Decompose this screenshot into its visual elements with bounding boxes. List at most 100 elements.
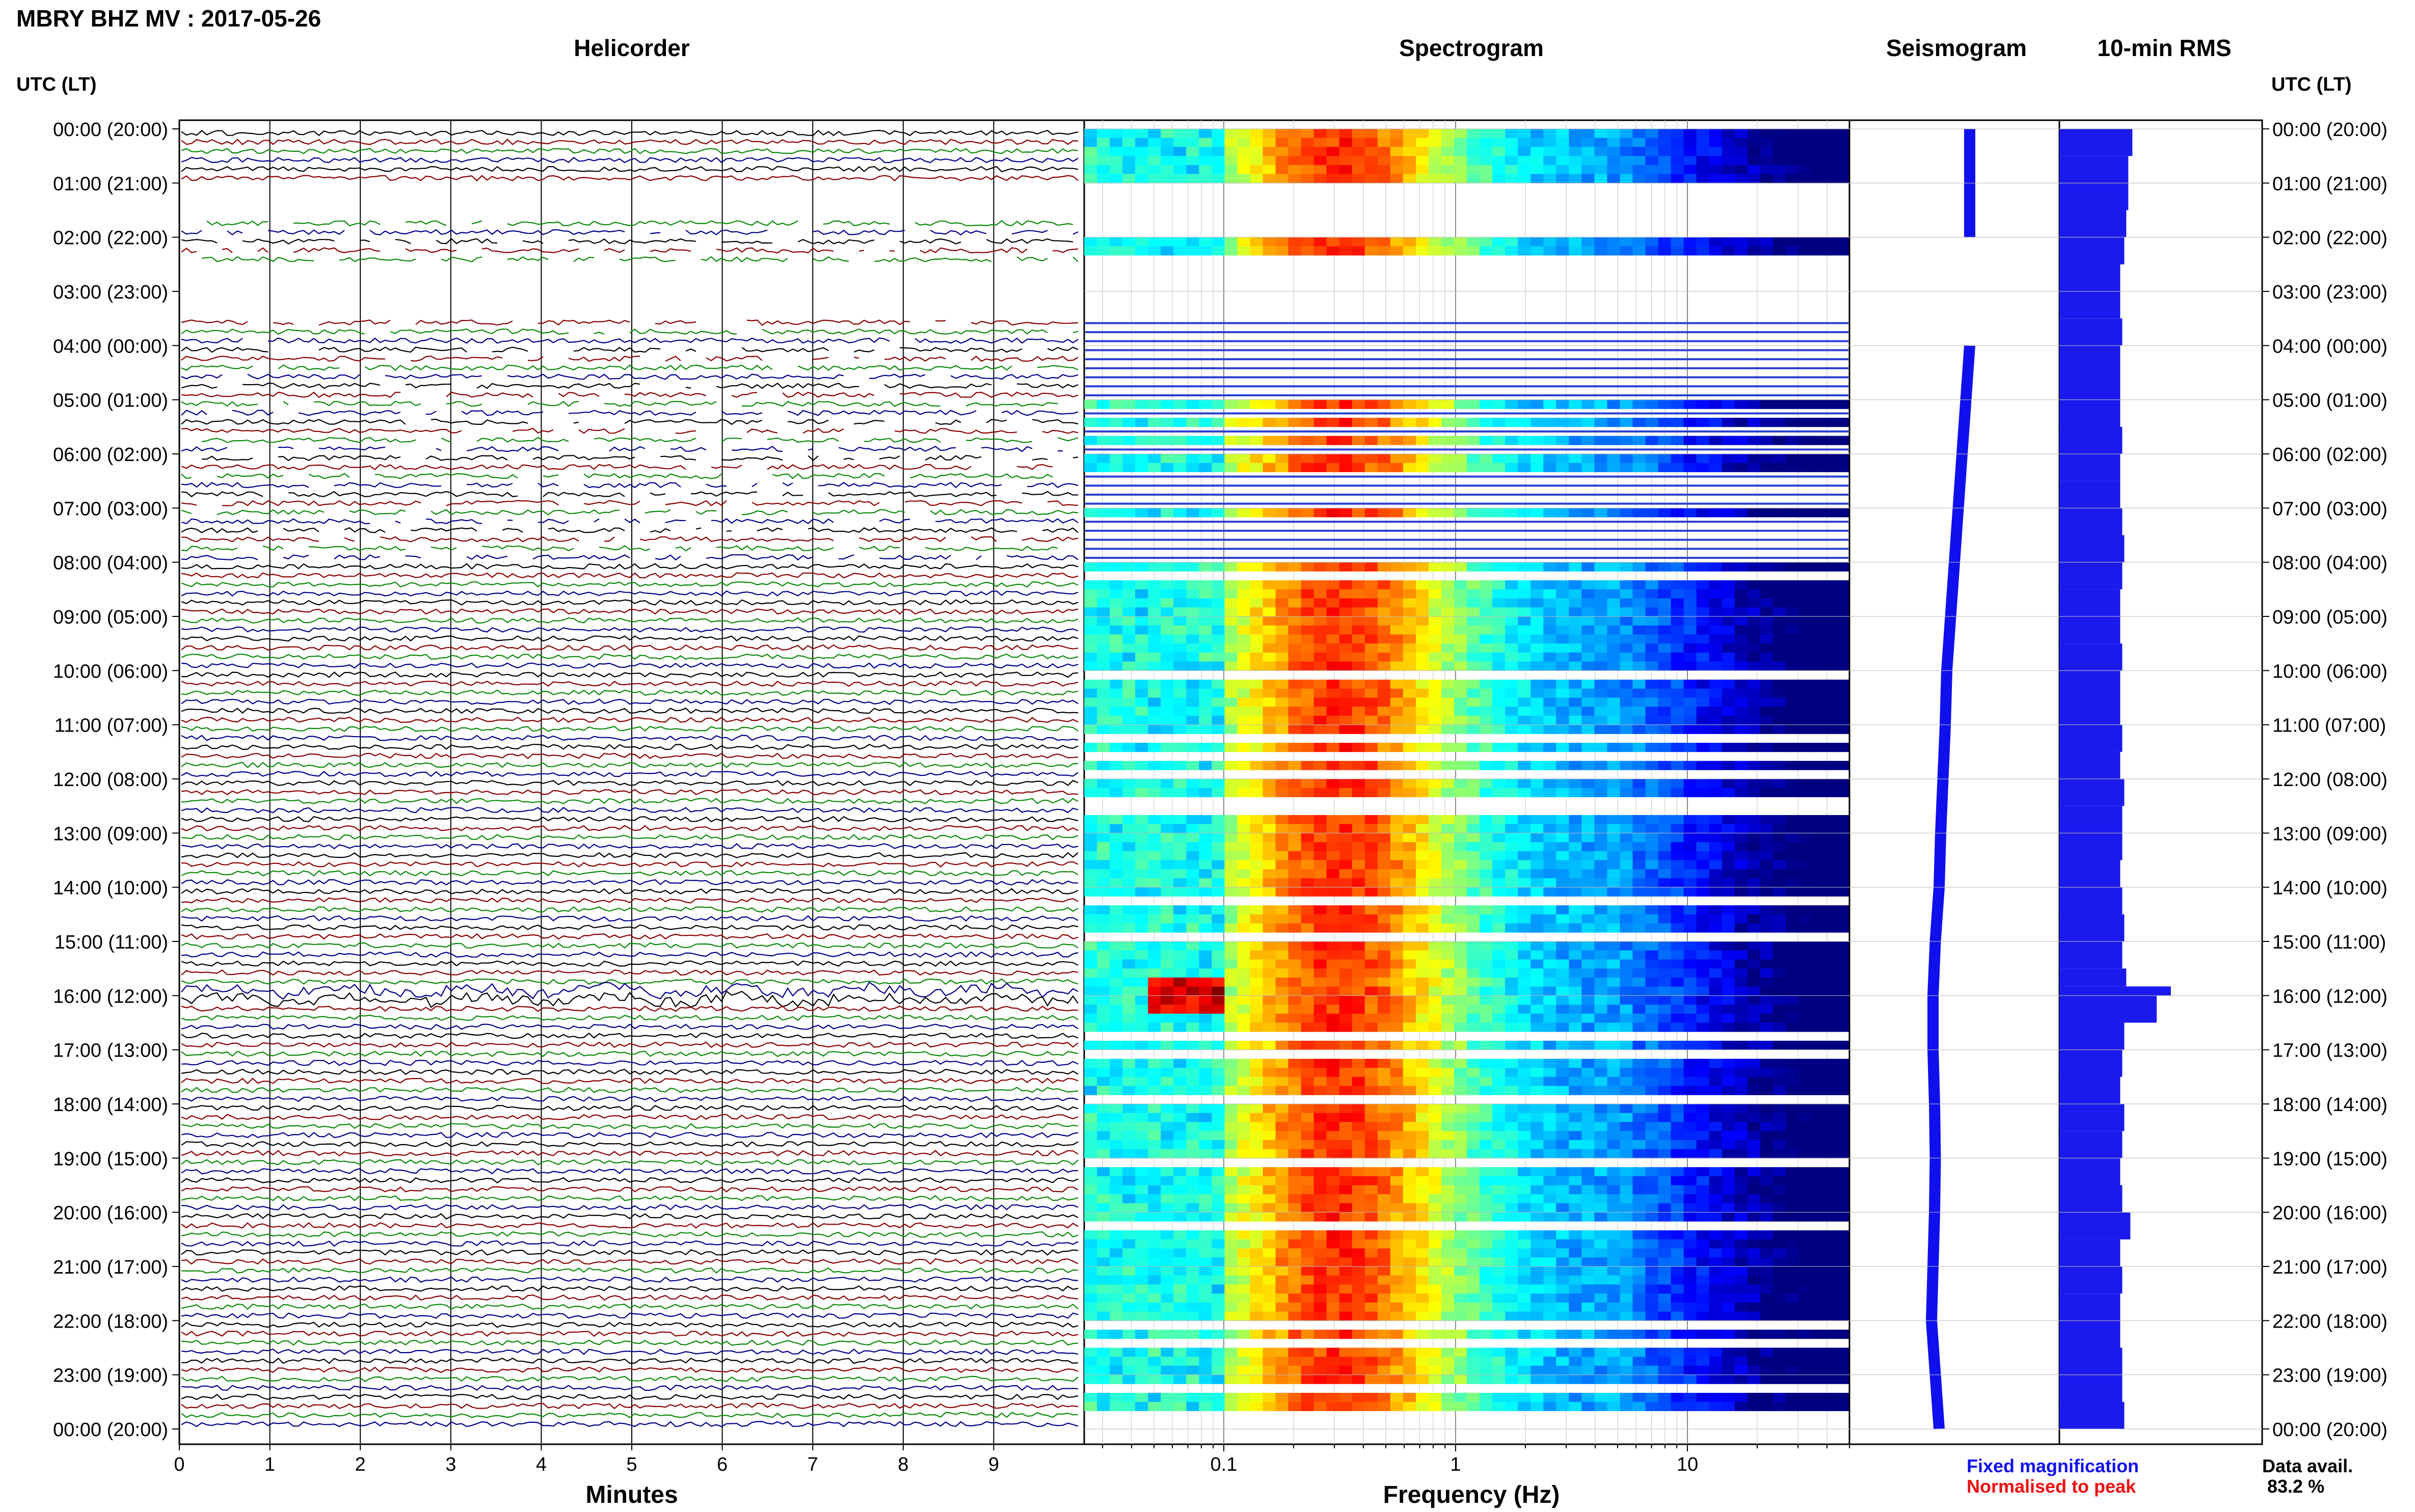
spectrogram-cell xyxy=(1148,924,1161,933)
spectrogram-cell xyxy=(1492,626,1506,635)
spectrogram-cell xyxy=(1097,689,1110,698)
spectrogram-cell xyxy=(1837,1230,1850,1239)
spectrogram-cell xyxy=(1097,1149,1110,1158)
spectrogram-cell xyxy=(1518,905,1531,914)
spectrogram-cell xyxy=(1390,878,1404,887)
spectrogram-cell xyxy=(1314,761,1327,770)
spectrogram-cell xyxy=(1646,1230,1659,1239)
spectrogram-cell xyxy=(1250,1230,1263,1239)
spectrogram-cell xyxy=(1671,1023,1684,1032)
spectrogram-cell xyxy=(1632,914,1646,924)
spectrogram-cell xyxy=(1122,599,1136,608)
spectrogram-cell xyxy=(1454,1014,1467,1023)
spectrogram-cell xyxy=(1161,978,1174,987)
spectrogram-cell xyxy=(1378,788,1391,797)
spectrogram-cell xyxy=(1135,905,1148,914)
spectrogram-cell xyxy=(1786,851,1799,860)
spectrogram-cell xyxy=(1467,400,1480,409)
spectrogram-cell xyxy=(1505,418,1518,427)
spectrogram-cell xyxy=(1097,626,1110,635)
spectrogram-cell xyxy=(1799,761,1812,770)
spectrogram-cell xyxy=(1697,418,1710,427)
spectrogram-cell xyxy=(1556,878,1569,887)
spectrogram-cell xyxy=(1697,680,1710,689)
spectrogram-cell xyxy=(1620,616,1633,626)
spectrogram-cell xyxy=(1301,833,1314,842)
spectrogram-cell xyxy=(1122,1239,1136,1249)
spectrogram-cell xyxy=(1658,914,1672,924)
spectrogram-cell xyxy=(1416,454,1429,463)
spectrogram-cell xyxy=(1518,1167,1531,1176)
spectrogram-cell xyxy=(1148,1194,1161,1203)
spectrogram-cell xyxy=(1480,707,1493,716)
spectrogram-cell xyxy=(1263,1185,1276,1195)
spectrogram-cell xyxy=(1722,860,1735,870)
spectrogram-cell xyxy=(1658,662,1672,671)
spectrogram-cell xyxy=(1212,436,1225,445)
spectrogram-cell xyxy=(1684,887,1697,897)
spectrogram-cell xyxy=(1454,246,1467,255)
helicorder-x-tick-label: 3 xyxy=(445,1454,456,1475)
spectrogram-cell xyxy=(1429,869,1442,878)
spectrogram-cell xyxy=(1186,905,1199,914)
spectrogram-cell xyxy=(1620,788,1633,797)
spectrogram-cell xyxy=(1671,1185,1684,1195)
spectrogram-cell xyxy=(1581,463,1595,472)
spectrogram-cell xyxy=(1352,1203,1365,1212)
spectrogram-cell xyxy=(1607,129,1620,138)
spectrogram-cell xyxy=(1684,1023,1697,1032)
spectrogram-cell xyxy=(1518,165,1531,174)
spectrogram-cell xyxy=(1646,905,1659,914)
spectrogram-cell xyxy=(1467,680,1480,689)
spectrogram-cell xyxy=(1378,1023,1391,1032)
spectrogram-cell xyxy=(1148,1176,1161,1185)
spectrogram-cell xyxy=(1161,1185,1174,1195)
spectrogram-cell xyxy=(1199,562,1212,572)
spectrogram-cell xyxy=(1161,1203,1174,1212)
spectrogram-cell xyxy=(1760,418,1774,427)
spectrogram-cell xyxy=(1301,436,1314,445)
spectrogram-cell xyxy=(1505,951,1518,960)
spectrogram-cell xyxy=(1250,1176,1263,1185)
spectrogram-cell xyxy=(1556,1257,1569,1266)
spectrogram-cell xyxy=(1607,1104,1620,1113)
spectrogram-cell xyxy=(1352,1014,1365,1023)
spectrogram-cell xyxy=(1097,788,1110,797)
spectrogram-cell xyxy=(1097,165,1110,174)
spectrogram-cell xyxy=(1186,1257,1199,1266)
spectrogram-cell xyxy=(1811,508,1824,517)
spectrogram-cell xyxy=(1569,1005,1582,1014)
spectrogram-cell xyxy=(1773,237,1786,247)
spectrogram-cell xyxy=(1786,1131,1799,1140)
spectrogram-cell xyxy=(1250,1131,1263,1140)
spectrogram-cell xyxy=(1276,968,1289,978)
spectrogram-cell xyxy=(1289,662,1302,671)
spectrogram-cell xyxy=(1492,824,1506,833)
spectrogram-cell xyxy=(1110,968,1123,978)
spectrogram-cell xyxy=(1518,436,1531,445)
spectrogram-cell xyxy=(1224,725,1238,734)
spectrogram-cell xyxy=(1531,1122,1544,1131)
spectrogram-cell xyxy=(1289,156,1302,165)
spectrogram-cell xyxy=(1378,951,1391,960)
spectrogram-cell xyxy=(1403,237,1416,247)
spectrogram-cell xyxy=(1135,689,1148,698)
spectrogram-cell xyxy=(1212,400,1225,409)
spectrogram-cell xyxy=(1760,607,1774,616)
spectrogram-cell xyxy=(1773,1239,1786,1249)
spectrogram-cell xyxy=(1837,1104,1850,1113)
spectrogram-cell xyxy=(1441,508,1455,517)
spectrogram-cell xyxy=(1735,1131,1748,1140)
spectrogram-cell xyxy=(1799,626,1812,635)
spectrogram-cell xyxy=(1084,941,1097,951)
spectrogram-cell xyxy=(1773,842,1786,851)
spectrogram-cell xyxy=(1289,1059,1302,1068)
spectrogram-cell xyxy=(1212,698,1225,707)
spectrogram-cell xyxy=(1301,959,1314,968)
spectrogram-cell xyxy=(1416,1149,1429,1158)
spectrogram-cell xyxy=(1224,1266,1238,1276)
spectrogram-cell xyxy=(1748,174,1761,183)
spectrogram-cell xyxy=(1671,761,1684,770)
spectrogram-cell xyxy=(1569,626,1582,635)
spectrogram-cell xyxy=(1518,400,1531,409)
